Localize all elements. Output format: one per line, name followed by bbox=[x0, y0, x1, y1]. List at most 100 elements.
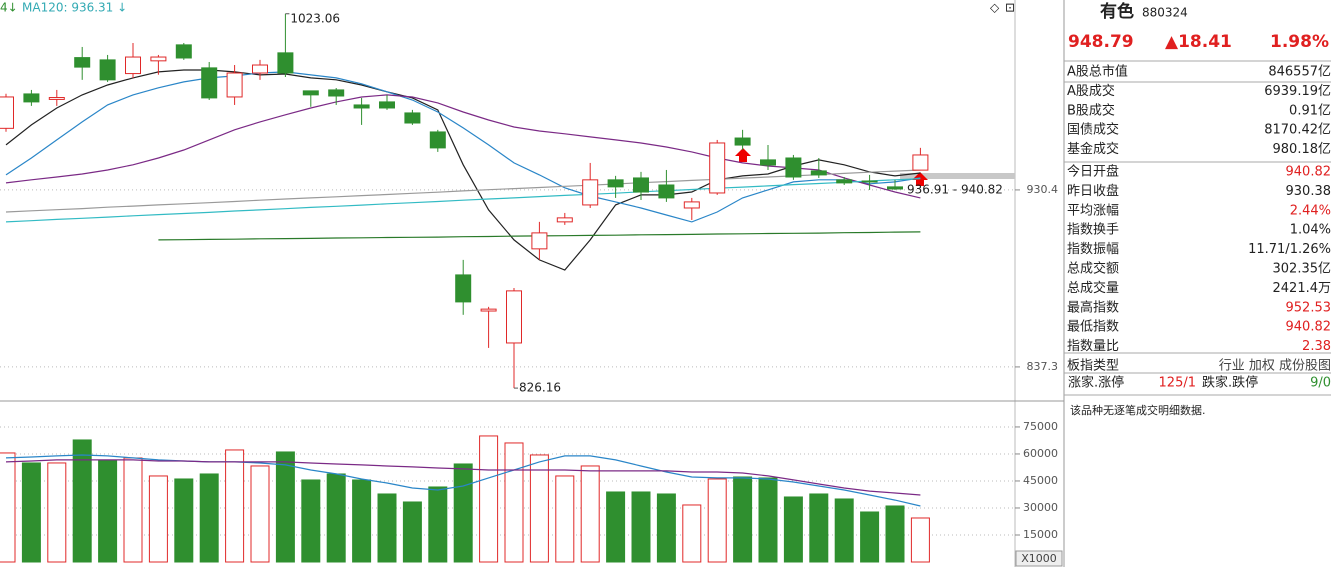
volume-bar bbox=[606, 491, 626, 563]
high-annotation: 1023.06 bbox=[290, 11, 340, 25]
volume-bar bbox=[0, 452, 16, 563]
volume-bar bbox=[733, 476, 753, 563]
candle-body bbox=[23, 93, 40, 103]
row-label: 指数振幅 bbox=[1067, 242, 1119, 257]
candle-body bbox=[887, 186, 903, 190]
panel-change-pct: 1.98% bbox=[1270, 32, 1329, 52]
volume-bar bbox=[148, 475, 168, 563]
volume-bar bbox=[377, 493, 397, 563]
y-tick-label: 30000 bbox=[1023, 501, 1058, 514]
candle-body bbox=[582, 179, 599, 206]
ma-line bbox=[5, 169, 921, 213]
candle-body bbox=[328, 89, 345, 97]
row-label: 基金成交 bbox=[1067, 141, 1119, 157]
y-tick-label: 75000 bbox=[1023, 420, 1058, 433]
volume-ma-line bbox=[5, 454, 921, 507]
volume-bar bbox=[631, 491, 651, 563]
candle-body bbox=[150, 56, 167, 62]
candle-body bbox=[353, 104, 370, 109]
candle-body bbox=[404, 112, 421, 124]
candle-body bbox=[836, 179, 853, 184]
volume-bar bbox=[885, 505, 905, 563]
candle-body bbox=[0, 96, 14, 129]
panel-name: 有色 bbox=[1100, 1, 1134, 22]
volume-bar bbox=[402, 501, 422, 563]
row-label: 总成交额 bbox=[1067, 261, 1119, 277]
volume-bar bbox=[72, 439, 92, 563]
volume-bar bbox=[682, 504, 702, 563]
row-value: 2.38 bbox=[1302, 339, 1331, 354]
candle-body bbox=[302, 90, 319, 96]
icon-box[interactable]: ⊡ bbox=[1005, 1, 1015, 15]
buy-arrow bbox=[735, 148, 751, 162]
row-value: 846557亿 bbox=[1268, 65, 1331, 80]
row-value: 11.71/1.26% bbox=[1248, 242, 1331, 257]
row-value: 302.35亿 bbox=[1273, 262, 1331, 277]
volume-bar bbox=[758, 477, 778, 563]
candle-body bbox=[785, 157, 802, 178]
y-tick-label: 930.4 bbox=[1027, 183, 1059, 196]
icon-diamond[interactable]: ◇ bbox=[990, 1, 1000, 15]
volume-bar bbox=[352, 479, 372, 563]
range-annotation: 936.91 - 940.82 bbox=[907, 183, 1003, 197]
volume-bar bbox=[529, 454, 549, 563]
volume-bar bbox=[428, 486, 448, 563]
row-label: 国债成交 bbox=[1067, 122, 1119, 138]
volume-bar bbox=[656, 493, 676, 563]
candle-body bbox=[455, 274, 472, 303]
y-tick-label: 15000 bbox=[1023, 528, 1058, 541]
row-label: 最高指数 bbox=[1067, 299, 1119, 315]
row-value: 2.44% bbox=[1290, 203, 1331, 218]
candle-body bbox=[74, 57, 91, 68]
row-value: 6939.19亿 bbox=[1264, 84, 1331, 99]
volume-bar bbox=[555, 475, 575, 563]
row-label: 最低指数 bbox=[1067, 320, 1119, 335]
row-label: 昨日收盘 bbox=[1067, 183, 1119, 199]
row-value: 0.91亿 bbox=[1289, 103, 1331, 118]
row-value: 1.04% bbox=[1290, 223, 1331, 238]
panel-change: ▲18.41 bbox=[1165, 32, 1232, 52]
volume-bar bbox=[21, 462, 41, 563]
row-value: 2421.4万 bbox=[1273, 281, 1331, 296]
candle-body bbox=[480, 308, 497, 312]
row-value: 行业 加权 成份股图 bbox=[1219, 358, 1331, 374]
row-value: 930.38 bbox=[1286, 184, 1331, 199]
volume-bar bbox=[250, 465, 270, 563]
volume-bar bbox=[479, 435, 499, 563]
volume-bar bbox=[98, 460, 118, 563]
volume-ma-line bbox=[5, 459, 921, 496]
volume-bar bbox=[326, 473, 346, 563]
volume-bar bbox=[199, 473, 219, 563]
breadth-up-label: 涨家.涨停 bbox=[1068, 375, 1124, 391]
row-label: A股总市值 bbox=[1067, 64, 1128, 80]
breadth-up-value: 125/1 bbox=[1159, 376, 1196, 391]
legend-text: MA120: 936.31 ↓ bbox=[22, 1, 127, 15]
breadth-down-label: 跌家.跌停 bbox=[1202, 375, 1258, 391]
volume-bar bbox=[225, 449, 245, 563]
panel-code: 880324 bbox=[1142, 6, 1188, 20]
panel-note: 该品种无逐笔成交明细数据. bbox=[1070, 403, 1206, 417]
volume-bar bbox=[123, 457, 143, 563]
candle-body bbox=[658, 184, 675, 199]
candle-body bbox=[709, 142, 726, 194]
candle-body bbox=[175, 44, 192, 59]
breadth-down-value: 9/0 bbox=[1310, 376, 1331, 391]
volume-bar bbox=[504, 442, 524, 563]
candle-body bbox=[734, 137, 751, 146]
candle-body bbox=[506, 290, 522, 344]
candle-body bbox=[226, 72, 243, 98]
candle-body bbox=[429, 131, 446, 149]
candle-body bbox=[760, 159, 776, 166]
y-tick-label: 60000 bbox=[1023, 447, 1058, 460]
candle-body bbox=[861, 180, 878, 183]
row-label: 今日开盘 bbox=[1067, 164, 1119, 180]
candle-body bbox=[48, 97, 65, 100]
candle-body bbox=[99, 59, 116, 81]
row-value: 940.82 bbox=[1286, 165, 1331, 180]
panel-price: 948.79 bbox=[1068, 32, 1134, 52]
volume-bar bbox=[860, 511, 880, 563]
row-label: 指数换手 bbox=[1067, 223, 1119, 238]
row-label: 平均涨幅 bbox=[1067, 203, 1119, 218]
